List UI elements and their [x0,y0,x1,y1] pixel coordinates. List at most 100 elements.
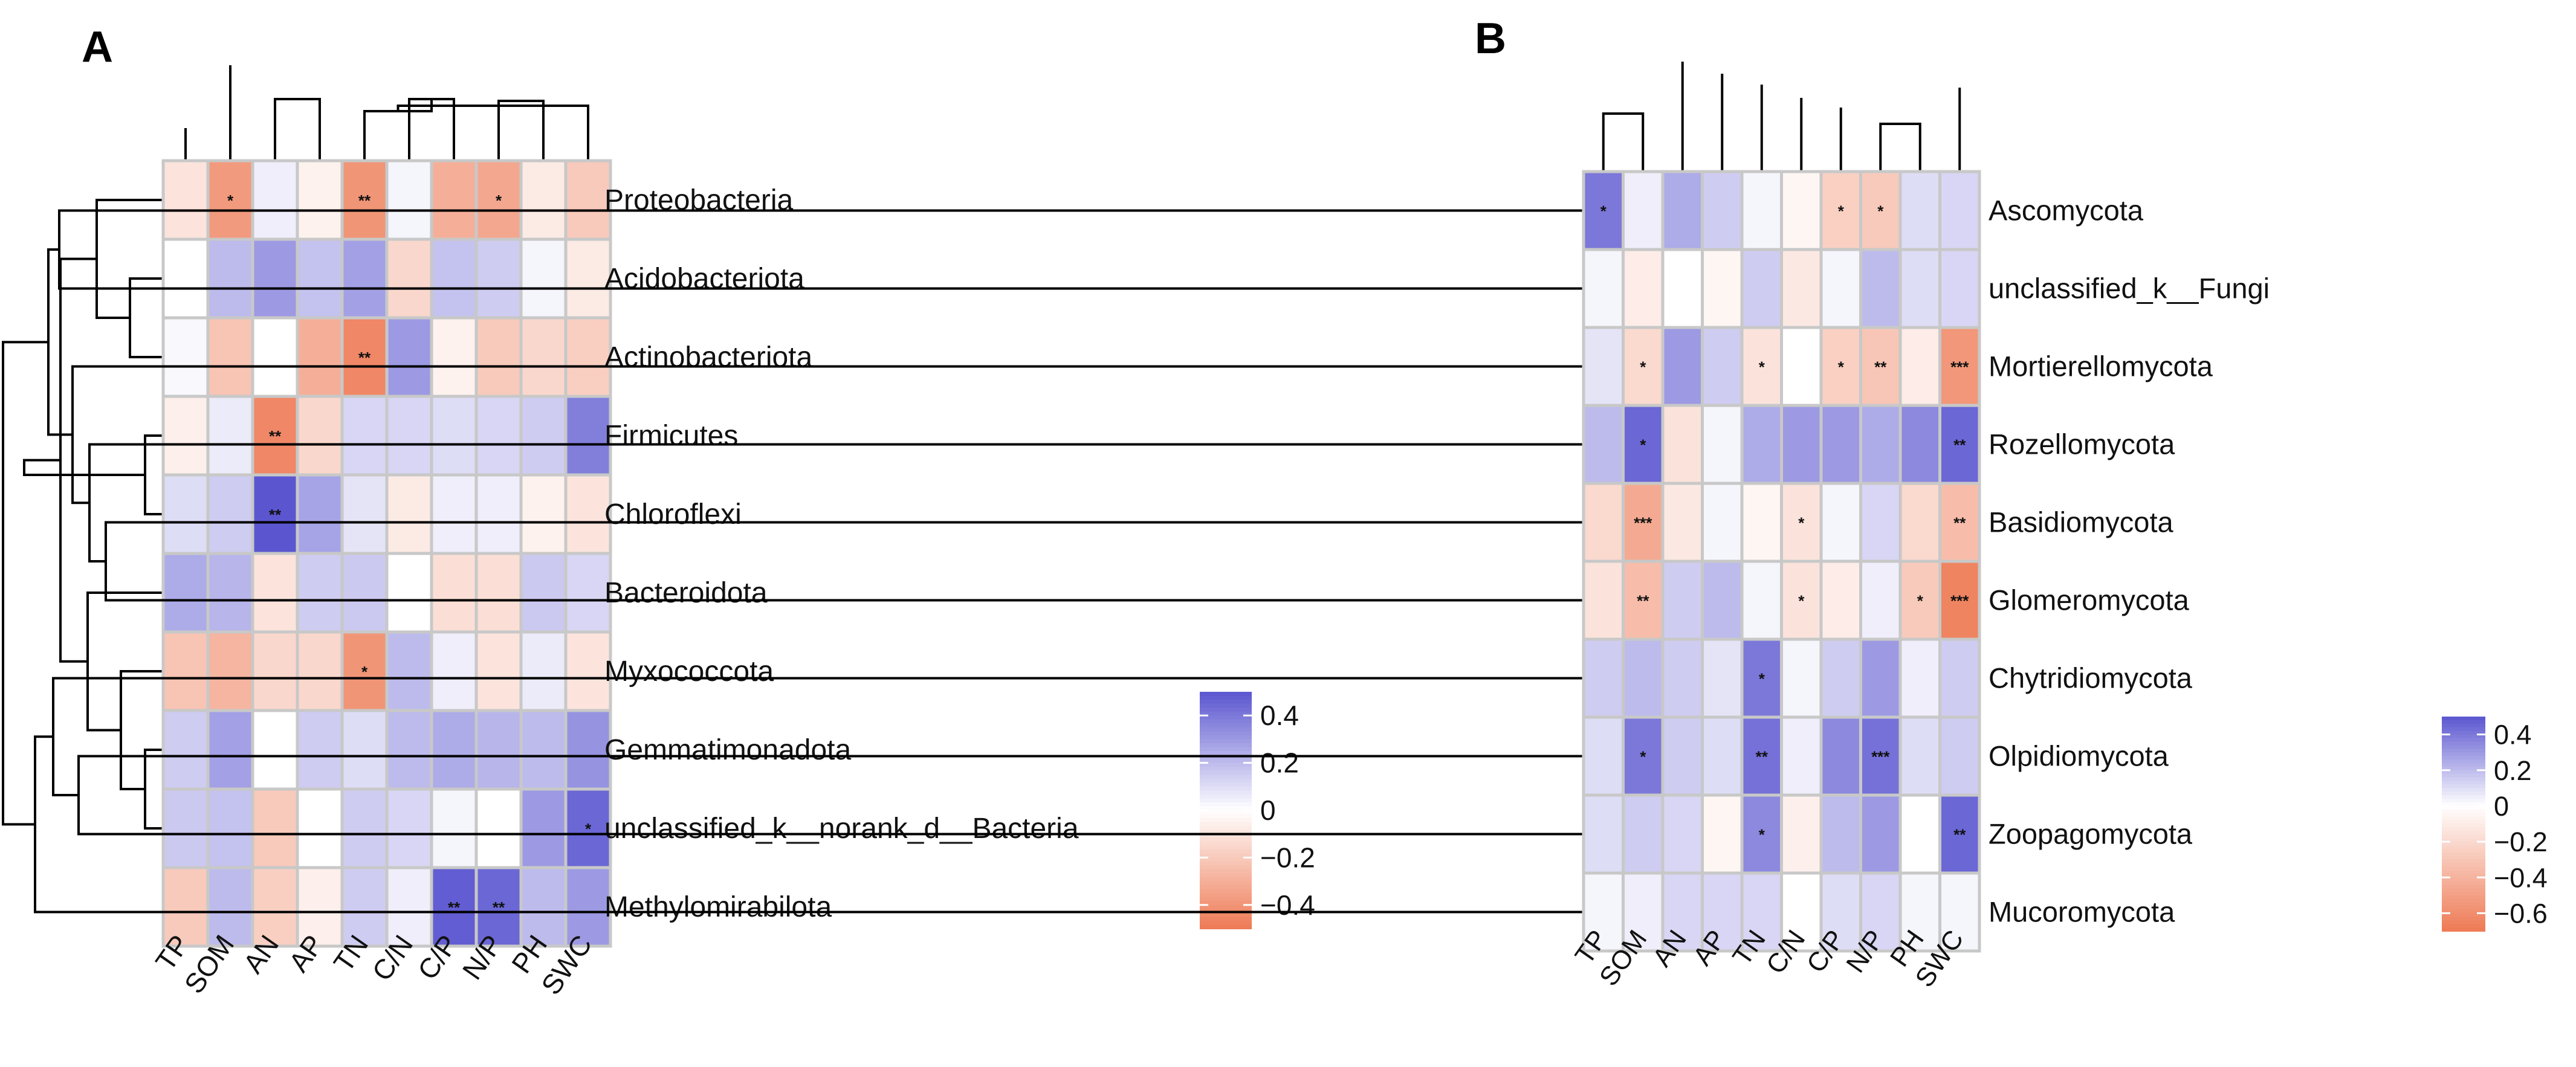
panel-b: B * * ** * * ** **** ***** * **** * * ***** ** **** ** … [3,15,2548,993]
heatmap-cell [1780,871,1823,953]
heatmap-cell [385,395,433,477]
heatmap-cell [1938,170,1981,251]
significance-mark: * [1759,670,1765,688]
legend-gradient-step [1200,837,1252,843]
legend-gradient-step [1200,920,1252,926]
heatmap-cell [1701,793,1744,875]
heatmap-cell [564,473,612,555]
significance-mark: ** [493,898,505,917]
legend-gradient-step [1200,759,1252,764]
heatmap-cell [1701,559,1744,641]
heatmap-cell [251,237,299,320]
significance-mark: *** [1871,748,1890,766]
legend-tick-label: 0 [1260,795,1276,826]
heatmap-cell [1582,559,1625,641]
panel-label: B [1475,15,1506,63]
heatmap-cell [1819,559,1862,641]
legend-gradient-step [1200,873,1252,878]
heatmap-cell [1780,170,1823,251]
heatmap-cell [1661,793,1704,875]
legend-gradient-step [2442,924,2485,929]
heatmap-cell [296,787,344,869]
heatmap-cell [1740,326,1783,407]
heatmap-cell [296,552,344,634]
heatmap-cell [1898,637,1941,719]
significance-mark: ** [1953,514,1966,532]
heatmap-cell [296,709,344,791]
legend-tick-label: 0.2 [2494,755,2532,786]
heatmap-cell [1582,715,1625,797]
heatmap-cell [564,630,612,712]
heatmap-cell [1859,404,1902,485]
heatmap-cell [519,709,568,791]
heatmap-cell [474,395,523,477]
heatmap-cell [161,787,210,869]
legend-gradient-step [2442,752,2485,757]
heatmap-cells [161,159,612,948]
legend-gradient-step [2442,820,2485,825]
heatmap-cell [1780,248,1823,329]
legend-tick-label: −0.4 [2494,862,2548,893]
heatmap-cell [564,552,612,634]
legend-gradient-step [1200,743,1252,748]
legend-gradient-step [1200,853,1252,859]
heatmap-cell [519,552,568,634]
heatmap-cell [1898,715,1941,797]
legend-gradient-step [2442,866,2485,871]
heatmap-cell [1938,248,1981,329]
significance-mark: * [1917,592,1924,610]
significance-mark: * [1759,826,1765,844]
heatmap-cell [1898,482,1941,563]
legend-gradient-step [1200,775,1252,779]
heatmap-cell [1938,326,1981,407]
heatmap-cell [251,866,299,948]
legend-gradient-step [2442,759,2485,764]
legend-gradient-step [1200,877,1252,882]
heatmap-cell [1819,715,1862,797]
significance-mark: ** [1637,592,1649,610]
heatmap-cell [1661,559,1704,641]
heatmap-cell [1780,715,1823,797]
significance-mark: * [361,663,368,681]
heatmap-cell [1859,248,1902,329]
legend-gradient-step [2442,809,2485,814]
heatmap-cell [161,630,210,712]
heatmap-cell [430,395,478,477]
dendrogram-branch [23,459,145,476]
heatmap-cell [1701,482,1744,563]
heatmap-cell [564,866,612,948]
heatmap-cell [340,630,389,712]
heatmap-cell [519,630,568,712]
legend-gradient-step [2442,831,2485,836]
heatmap-cell [1701,326,1744,407]
legend-gradient-step [1200,842,1252,846]
legend-gradient-step [1200,778,1252,784]
legend-gradient-step [2442,756,2485,760]
legend-gradient-step [2442,827,2485,832]
heatmap-cell [474,237,523,320]
heatmap-cell [1938,715,1981,797]
heatmap-cell [251,159,299,241]
heatmap-cell [430,316,478,398]
heatmap-cell [519,159,568,241]
heatmap-cell [340,787,389,869]
legend-gradient-step [2442,898,2485,903]
heatmap-cell [474,787,523,869]
row-label: Zoopagomycota [1989,818,2193,850]
legend-gradient-step [1200,692,1252,697]
row-label: Myxococcota [604,656,774,688]
legend-gradient-step [2442,917,2485,921]
heatmap-cell [1859,559,1902,641]
legend-gradient-step [2442,848,2485,853]
row-label: unclassified_k__norank_d__Bacteria [604,813,1079,845]
significance-mark: * [496,192,502,210]
row-label: Methylomirabilota [604,891,832,923]
legend-gradient-step [1200,751,1252,756]
heatmap-cell [1780,326,1823,407]
significance-mark: * [1640,748,1646,766]
legend-gradient-step [1200,901,1252,906]
legend-gradient-step [2442,838,2485,843]
heatmap-cell [251,787,299,869]
dendrogram-branch [86,592,163,732]
significance-mark: ** [269,427,282,445]
